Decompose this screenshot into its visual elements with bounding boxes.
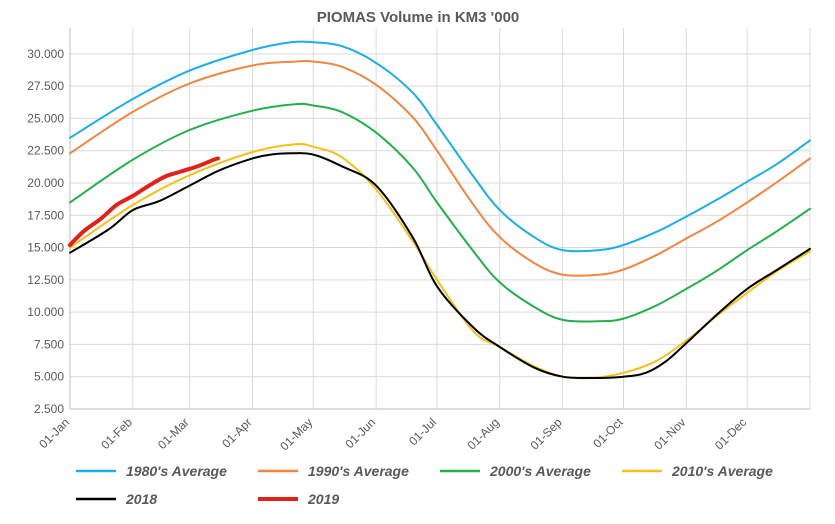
legend-label: 2018 xyxy=(125,491,157,507)
y-tick-label: 27.500 xyxy=(27,79,64,93)
x-tick-label: 01-Jan xyxy=(36,415,72,451)
legend-item-1980s-average: 1980's Average xyxy=(76,463,227,479)
legend-item-2019: 2019 xyxy=(258,491,339,507)
x-tick-label: 01-Apr xyxy=(219,415,254,450)
legend-label: 2019 xyxy=(307,491,339,507)
legend-label: 2000's Average xyxy=(489,463,591,479)
legend: 1980's Average 1990's Average 2000's Avera… xyxy=(76,463,773,507)
y-tick-label: 17.500 xyxy=(27,208,64,222)
y-tick-label: 25.000 xyxy=(27,111,64,125)
x-tick-label: 01-Mar xyxy=(155,415,192,452)
series-line-1990s-average xyxy=(69,60,811,277)
y-tick-label: 30.000 xyxy=(27,47,64,61)
x-tick-label: 01-Oct xyxy=(590,415,626,451)
legend-label: 1980's Average xyxy=(126,463,227,479)
series-line-2010s-average xyxy=(69,142,811,380)
y-tick-label: 5.000 xyxy=(34,370,64,384)
y-tick-label: 15.000 xyxy=(27,241,64,255)
series-line-1980s-average xyxy=(69,40,811,253)
legend-item-2010s-average: 2010's Average xyxy=(622,463,773,479)
x-tick-label: 01-Nov xyxy=(651,415,688,452)
x-tick-label: 01-Sep xyxy=(528,415,565,452)
y-tick-label: 12.500 xyxy=(27,273,64,287)
x-tick-label: 01-Aug xyxy=(465,415,502,452)
x-tick-label: 01-Dec xyxy=(712,415,749,452)
y-tick-label: 2.500 xyxy=(34,402,64,416)
grid-layer xyxy=(69,28,811,410)
y-tick-label: 22.500 xyxy=(27,144,64,158)
x-tick-label: 01-Jun xyxy=(342,415,378,451)
series-line-2000s-average xyxy=(69,102,811,323)
legend-item-2018: 2018 xyxy=(76,491,157,507)
chart-title: PIOMAS Volume in KM3 '000 xyxy=(317,9,520,26)
series-line-2018 xyxy=(69,152,811,380)
legend-label: 1990's Average xyxy=(308,463,409,479)
y-tick-label: 20.000 xyxy=(27,176,64,190)
legend-item-1990s-average: 1990's Average xyxy=(258,463,409,479)
series-layer xyxy=(68,40,811,380)
x-tick-label: 01-Jul xyxy=(406,415,439,448)
x-tick-label: 01-Feb xyxy=(98,415,135,452)
legend-item-2000s-average: 2000's Average xyxy=(440,463,591,479)
x-tick-label: 01-May xyxy=(277,415,315,453)
y-tick-label: 10.000 xyxy=(27,305,64,319)
legend-label: 2010's Average xyxy=(671,463,773,479)
series-line-2019 xyxy=(68,156,220,247)
y-tick-label: 7.500 xyxy=(34,337,64,351)
